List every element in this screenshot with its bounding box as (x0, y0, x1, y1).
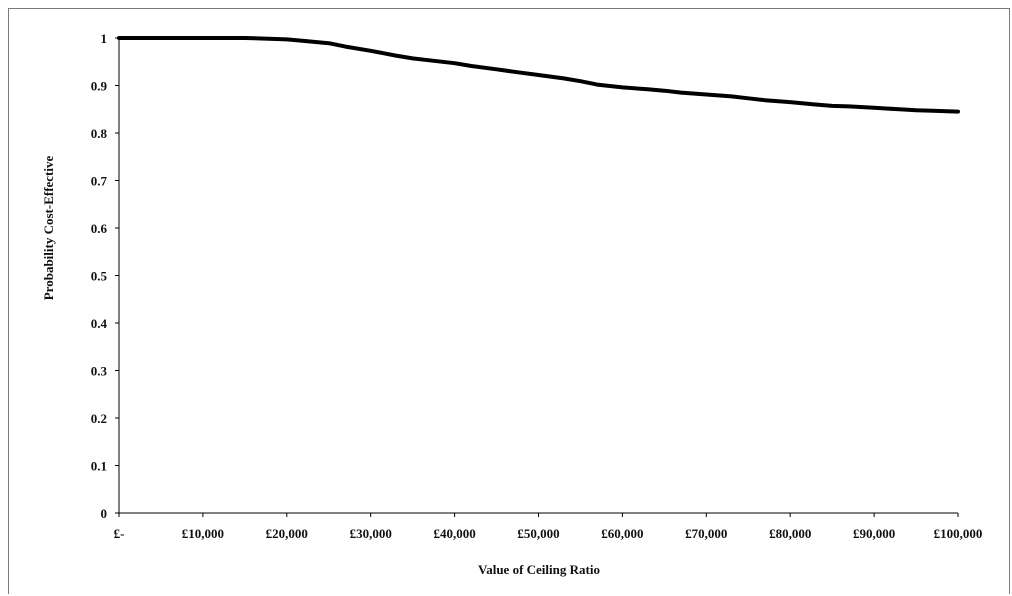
x-axis-title: Value of Ceiling Ratio (478, 562, 600, 577)
x-tick-label: £90,000 (853, 526, 895, 541)
x-tick-label: £60,000 (601, 526, 643, 541)
y-tick-label: 0.7 (91, 174, 108, 189)
x-tick-label: £50,000 (517, 526, 559, 541)
series-line (117, 36, 960, 114)
y-tick-label: 0.8 (91, 126, 108, 141)
axes (115, 37, 959, 517)
y-tick-label: 1 (101, 31, 108, 46)
y-tick-label: 0.9 (91, 79, 108, 94)
x-tick-label: £70,000 (685, 526, 727, 541)
x-tick-label: £100,000 (934, 526, 983, 541)
y-axis-title: Probability Cost-Effective (41, 156, 56, 301)
y-tick-label: 0.3 (91, 364, 108, 379)
tick-labels: 0 0.1 0.2 0.3 0.4 0.5 0.6 0.7 0.8 0.9 1 £- £10,000 £2… (91, 31, 983, 541)
x-tick-label: £30,000 (350, 526, 392, 541)
y-tick-label: 0 (101, 506, 108, 521)
x-tick-label: £10,000 (182, 526, 224, 541)
y-tick-label: 0.2 (91, 411, 107, 426)
x-tick-label: £- (114, 526, 125, 541)
series-group (117, 36, 960, 114)
y-tick-label: 0.1 (91, 459, 107, 474)
x-tick-label: £80,000 (769, 526, 811, 541)
y-tick-label: 0.6 (91, 221, 108, 236)
x-tick-label: £40,000 (433, 526, 475, 541)
y-tick-label: 0.5 (91, 269, 108, 284)
x-tick-label: £20,000 (266, 526, 308, 541)
y-tick-label: 0.4 (91, 316, 108, 331)
